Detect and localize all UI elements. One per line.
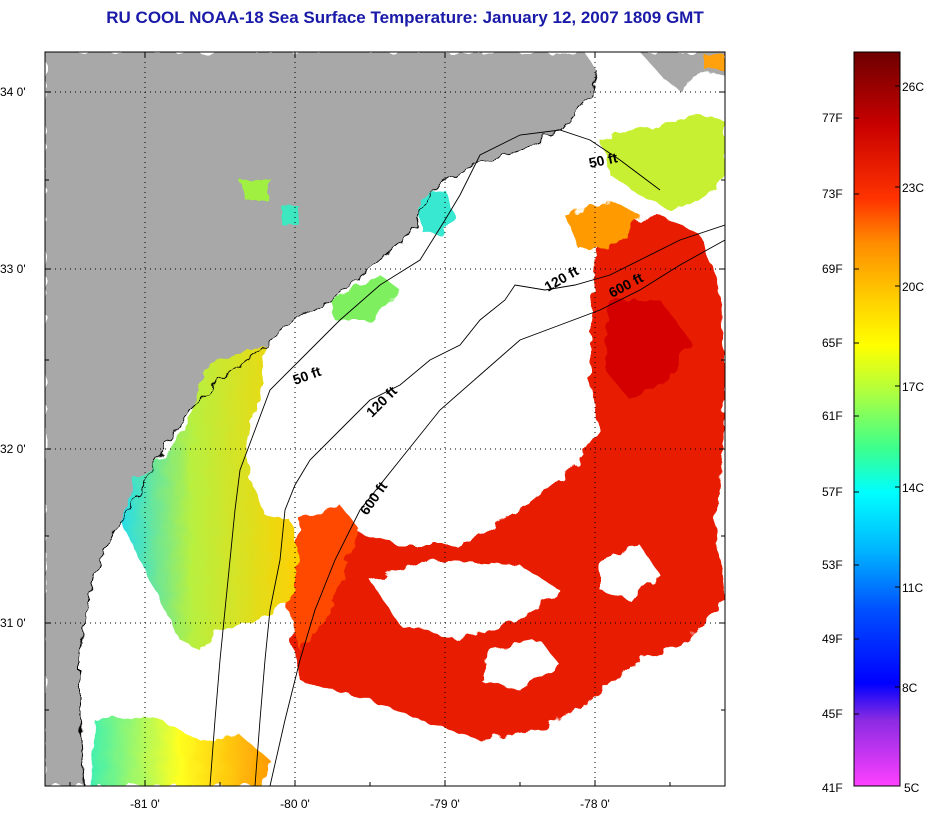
land-mass	[45, 52, 598, 786]
depth-contour-50ft	[209, 129, 661, 786]
fahrenheit-ticks	[854, 85, 900, 715]
lat-label-32: 32 0'	[0, 442, 26, 456]
f-label-53: 53F	[822, 558, 843, 572]
northeast-shelf-water	[565, 55, 725, 250]
c-label-14: 14C	[902, 481, 924, 495]
f-label-45: 45F	[822, 707, 843, 721]
map-title: RU COOL NOAA-18 Sea Surface Temperature:…	[106, 8, 704, 27]
land-mass-northeast	[640, 52, 725, 90]
lat-label-34: 34 0'	[0, 85, 26, 99]
lon-label-80: -80 0'	[280, 797, 310, 811]
lat-label-33: 33 0'	[0, 262, 26, 276]
c-label-8: 8C	[902, 681, 918, 695]
longitude-labels: -81 0' -80 0' -79 0' -78 0'	[130, 797, 610, 811]
axis-ticks	[45, 52, 725, 786]
c-label-23: 23C	[902, 181, 924, 195]
f-label-49: 49F	[822, 632, 843, 646]
map-plot-area	[45, 52, 725, 786]
f-label-65: 65F	[822, 336, 843, 350]
graticule	[45, 52, 725, 786]
c-label-5: 5C	[904, 781, 920, 795]
f-label-69: 69F	[822, 262, 843, 276]
c-label-17: 17C	[902, 380, 924, 394]
f-label-41: 41F	[822, 781, 843, 795]
latitude-labels: 34 0' 33 0' 32 0' 31 0'	[0, 85, 26, 630]
f-label-57: 57F	[822, 485, 843, 499]
sst-map: 50 ft 50 ft 120 ft 120 ft 600 ft 600 ft …	[0, 51, 726, 811]
depth-contour-600ft	[269, 239, 725, 786]
lon-label-79: -79 0'	[430, 797, 460, 811]
fahrenheit-labels: 77F 73F 69F 65F 61F 57F 53F 49F 45F 41F	[822, 111, 843, 795]
lon-label-81: -81 0'	[130, 797, 160, 811]
f-label-77: 77F	[822, 111, 843, 125]
lat-label-31: 31 0'	[0, 616, 26, 630]
c-label-11: 11C	[902, 581, 923, 595]
c-label-26: 26C	[902, 80, 924, 94]
colorbar-strip	[853, 51, 901, 787]
contour-label-50ft-north: 50 ft	[587, 149, 619, 171]
temperature-colorbar: 77F 73F 69F 65F 61F 57F 53F 49F 45F 41F …	[822, 51, 924, 795]
celsius-labels: 26C 23C 20C 17C 14C 11C 8C 5C	[902, 80, 924, 795]
coastline	[79, 71, 599, 786]
f-label-61: 61F	[822, 409, 843, 423]
depth-contour-120ft	[254, 224, 725, 786]
c-label-20: 20C	[902, 280, 924, 294]
lon-label-78: -78 0'	[580, 797, 610, 811]
cloud-gaps	[330, 400, 660, 690]
f-label-73: 73F	[822, 187, 843, 201]
map-frame	[44, 51, 726, 787]
